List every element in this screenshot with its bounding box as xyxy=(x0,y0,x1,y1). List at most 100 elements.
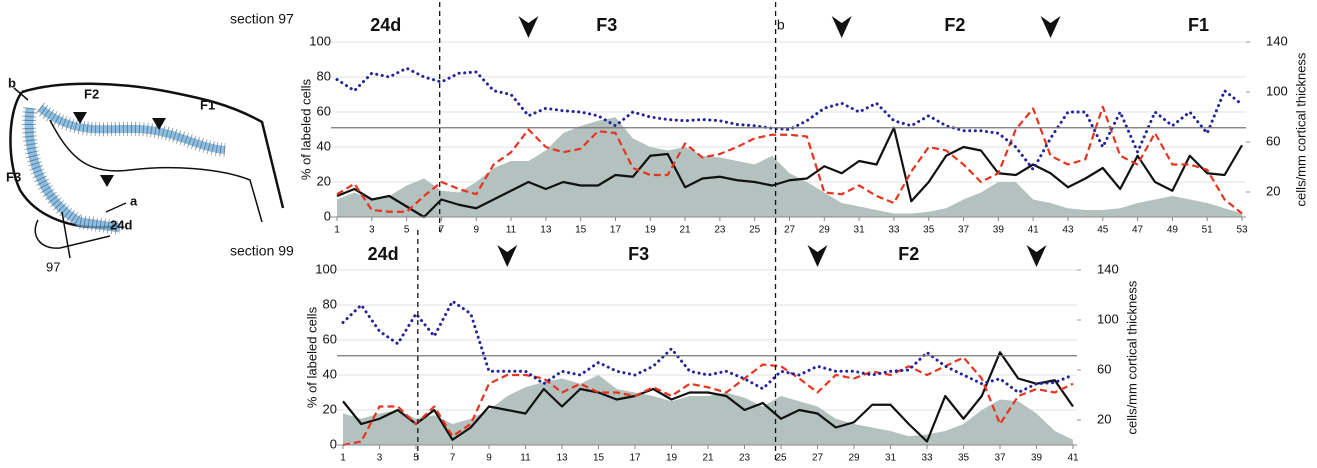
arrowhead xyxy=(832,16,852,38)
y-tick-label: 60 xyxy=(317,103,331,118)
outline xyxy=(50,120,262,222)
y-tick-label: 0 xyxy=(324,208,331,223)
y-tick-label: 100 xyxy=(315,261,337,276)
x-tick-label: 41 xyxy=(1028,225,1040,236)
section-label: section 99 xyxy=(230,243,294,259)
y2-tick-label: 20 xyxy=(1097,411,1111,426)
diagram-label: a xyxy=(130,193,138,208)
arrowhead xyxy=(1027,245,1047,267)
arrowhead xyxy=(497,245,517,267)
section-label: section 97 xyxy=(230,11,294,27)
x-tick-label: 19 xyxy=(645,225,657,236)
x-tick-label: 45 xyxy=(1097,225,1109,236)
x-tick-label: 3 xyxy=(377,453,383,464)
x-tick-label: 27 xyxy=(784,225,796,236)
y-tick-label: 20 xyxy=(317,173,331,188)
diagram-label: F3 xyxy=(6,169,21,184)
region-label: F3 xyxy=(628,244,649,264)
x-tick-label: 41 xyxy=(1067,453,1079,464)
arrowhead xyxy=(808,245,828,267)
x-tick-label: 19 xyxy=(666,453,678,464)
x-tick-label: 31 xyxy=(854,225,866,236)
x-tick-label: 33 xyxy=(921,453,933,464)
y-tick-label: 20 xyxy=(323,401,337,416)
x-tick-label: 49 xyxy=(1167,225,1179,236)
x-tick-label: 13 xyxy=(540,225,552,236)
x-tick-label: 1 xyxy=(340,453,346,464)
x-tick-label: 37 xyxy=(958,225,970,236)
x-tick-label: 43 xyxy=(1062,225,1074,236)
x-tick-label: 29 xyxy=(848,453,860,464)
x-tick-label: 11 xyxy=(506,225,517,236)
x-tick-label: 9 xyxy=(486,453,492,464)
region-label: F2 xyxy=(898,244,919,264)
x-tick-label: 17 xyxy=(610,225,622,236)
y2-axis-title: cells/mm cortical thickness xyxy=(1293,52,1308,206)
y2-axis-title: cells/mm cortical thickness xyxy=(1124,280,1139,434)
x-tick-label: 23 xyxy=(714,225,726,236)
y2-tick-label: 60 xyxy=(1097,361,1111,376)
page: b F2 F1 F3 a 24d 97 section 970204060801… xyxy=(0,0,1317,468)
arrowhead xyxy=(1041,16,1061,38)
y-tick-label: 100 xyxy=(309,33,331,48)
region-label: F3 xyxy=(596,15,617,35)
y-tick-label: 60 xyxy=(323,331,337,346)
y-tick-label: 80 xyxy=(317,68,331,83)
x-tick-label: 39 xyxy=(1031,453,1043,464)
x-tick-label: 17 xyxy=(629,453,641,464)
x-tick-label: 25 xyxy=(749,225,761,236)
y-axis-title: % of labeled cells xyxy=(298,78,313,180)
x-tick-label: 13 xyxy=(556,453,568,464)
x-tick-label: 5 xyxy=(404,225,410,236)
diagram-label: F1 xyxy=(200,97,215,112)
chart: section 99 0 20 40 60 80 100 20 60 100 140 % of lab… xyxy=(230,230,1139,464)
x-tick-label: 15 xyxy=(593,453,605,464)
x-tick-label: 47 xyxy=(1132,225,1144,236)
region-label: F2 xyxy=(944,15,965,35)
x-tick-label: 7 xyxy=(450,453,456,464)
region-label: b xyxy=(777,17,785,33)
arrowhead xyxy=(518,16,538,38)
arrowhead xyxy=(100,175,114,187)
line-series xyxy=(343,301,1073,392)
x-tick-label: 21 xyxy=(680,225,692,236)
diagram-label: F2 xyxy=(84,86,99,101)
x-tick-label: 15 xyxy=(575,225,587,236)
x-tick-label: 35 xyxy=(923,225,935,236)
x-tick-label: 35 xyxy=(958,453,970,464)
y-tick-label: 40 xyxy=(317,138,331,153)
region-label: F1 xyxy=(1188,15,1209,35)
y2-tick-label: 140 xyxy=(1266,33,1288,48)
x-tick-label: 21 xyxy=(702,453,714,464)
diagram-label: b xyxy=(8,75,16,90)
x-tick-label: 3 xyxy=(369,225,375,236)
x-tick-label: 39 xyxy=(993,225,1005,236)
x-tick-label: 37 xyxy=(994,453,1006,464)
x-tick-label: 9 xyxy=(473,225,479,236)
y2-tick-label: 140 xyxy=(1097,261,1119,276)
outline xyxy=(22,84,283,208)
x-tick-label: 51 xyxy=(1202,225,1214,236)
diagram-label: 97 xyxy=(46,259,60,274)
diagram-label: 24d xyxy=(110,217,132,232)
y-tick-label: 40 xyxy=(323,366,337,381)
y2-tick-label: 20 xyxy=(1266,183,1280,198)
area xyxy=(337,117,1242,217)
a-marker xyxy=(106,203,126,212)
figure: b F2 F1 F3 a 24d 97 section 970204060801… xyxy=(0,0,1317,468)
y-tick-label: 0 xyxy=(330,436,337,451)
y-axis-title: % of labeled cells xyxy=(304,306,319,408)
region-label: 24d xyxy=(368,244,399,264)
y2-tick-label: 60 xyxy=(1266,133,1280,148)
x-tick-label: 1 xyxy=(334,225,340,236)
x-tick-label: 11 xyxy=(520,453,531,464)
y2-tick-label: 100 xyxy=(1097,311,1119,326)
x-tick-label: 33 xyxy=(888,225,900,236)
y-tick-label: 80 xyxy=(323,296,337,311)
x-tick-label: 25 xyxy=(775,453,787,464)
x-tick-label: 53 xyxy=(1236,225,1248,236)
x-tick-label: 23 xyxy=(739,453,751,464)
region-label: 24d xyxy=(370,15,401,35)
x-tick-label: 29 xyxy=(819,225,831,236)
